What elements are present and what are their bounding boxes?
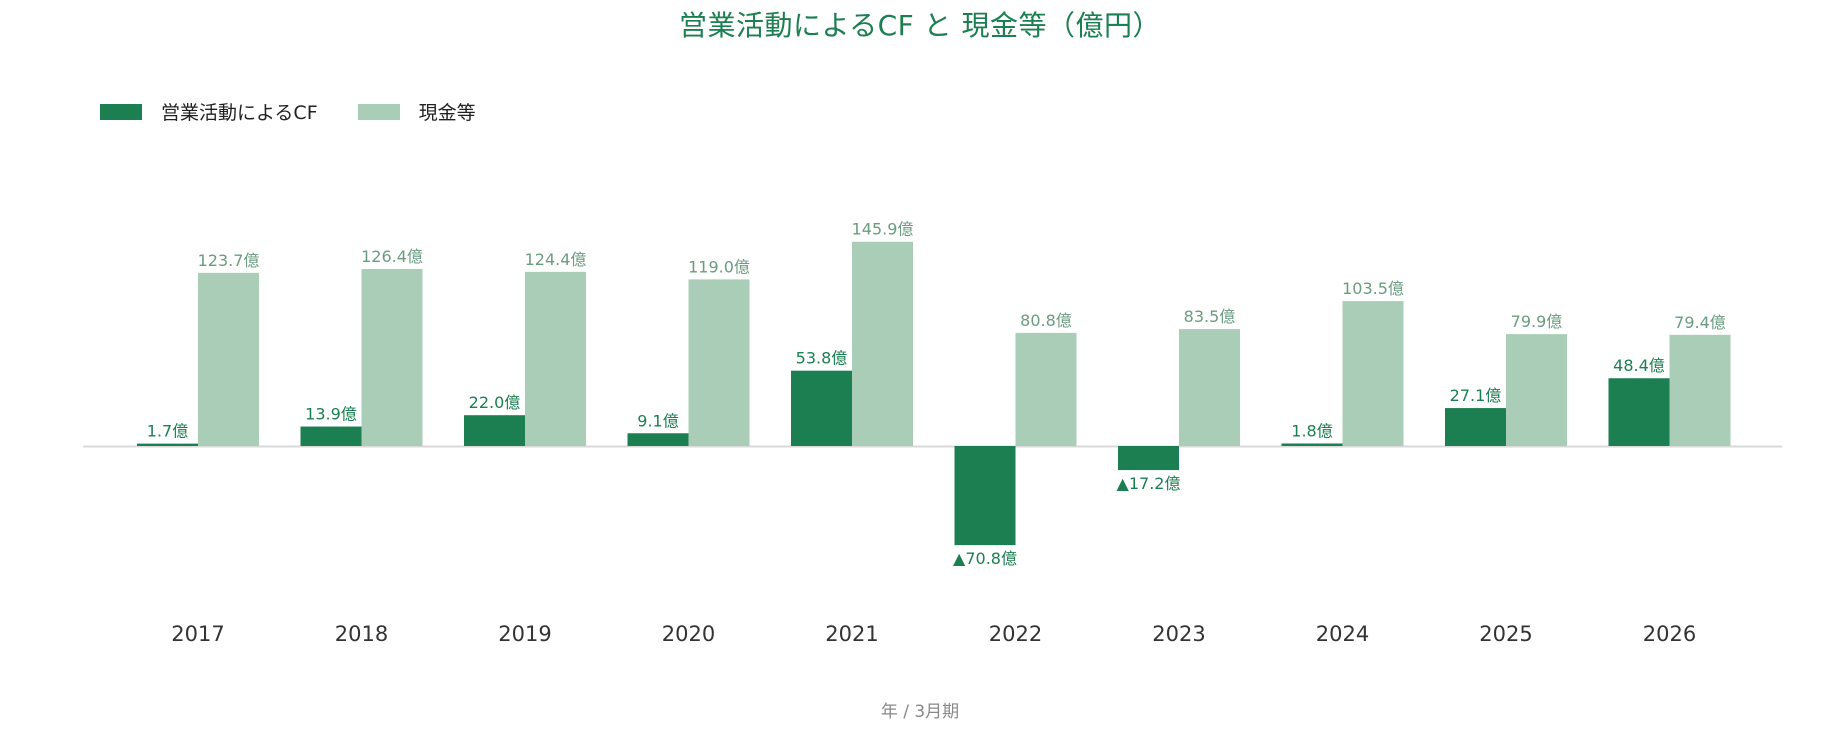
cash-bar-2020 (688, 279, 750, 446)
cash-value-label-2018: 126.4億 (361, 247, 423, 266)
cash-bar-2019 (525, 271, 586, 446)
x-tick-label-2018: 2018 (335, 622, 388, 646)
cash-value-label-2026: 79.4億 (1674, 313, 1726, 332)
cf-value-label-2017: 1.7億 (147, 422, 188, 441)
cf-bar-2019 (464, 415, 525, 446)
cash-bar-2017 (198, 272, 259, 446)
cf-value-label-2018: 13.9億 (305, 405, 357, 424)
cf-value-label-2023: ▲17.2億 (1117, 474, 1181, 493)
x-tick-label-2023: 2023 (1152, 622, 1205, 646)
x-tick-label-2019: 2019 (498, 622, 551, 646)
cash-value-label-2019: 124.4億 (525, 250, 587, 269)
legend: 営業活動によるCF 現金等 (100, 98, 516, 125)
cf-bar-2018 (300, 426, 362, 446)
cash-bar-2026 (1669, 334, 1731, 446)
cash-value-label-2022: 80.8億 (1020, 311, 1072, 330)
legend-label-cash: 現金等 (418, 102, 476, 124)
x-tick-label-2025: 2025 (1479, 622, 1532, 646)
cash-value-label-2017: 123.7億 (198, 251, 260, 270)
cash-bar-2021 (852, 241, 913, 446)
cf-bar-2017 (137, 443, 198, 446)
legend-swatch-cash (357, 103, 400, 120)
cf-bar-2026 (1608, 378, 1670, 446)
legend-swatch-cf (100, 103, 142, 120)
cash-bar-2025 (1506, 334, 1567, 446)
cash-bar-2024 (1342, 301, 1404, 446)
x-tick-label-2020: 2020 (662, 622, 715, 646)
x-tick-label-2024: 2024 (1316, 622, 1369, 646)
legend-item-cash[interactable]: 現金等 (357, 98, 476, 125)
cash-value-label-2020: 119.0億 (688, 257, 750, 276)
cash-bar-2023 (1179, 329, 1240, 446)
x-axis-label: 年 / 3月期 (880, 702, 960, 722)
cf-value-label-2019: 22.0億 (469, 393, 521, 412)
cf-value-label-2020: 9.1億 (637, 411, 678, 430)
x-tick-label-2022: 2022 (989, 622, 1042, 646)
cash-bar-2018 (361, 269, 423, 446)
x-tick-label-2026: 2026 (1643, 622, 1696, 646)
cf-value-label-2022: ▲70.8億 (953, 549, 1017, 568)
legend-item-cf[interactable]: 営業活動によるCF (100, 98, 318, 125)
cf-value-label-2024: 1.8億 (1291, 421, 1332, 440)
cash-value-label-2025: 79.9億 (1511, 312, 1563, 331)
cash-bar-2022 (1015, 332, 1077, 446)
x-tick-label-2017: 2017 (171, 622, 224, 646)
cf-bar-2023 (1118, 446, 1179, 471)
cash-value-label-2021: 145.9億 (852, 220, 914, 239)
legend-label-cf: 営業活動によるCF (161, 102, 318, 124)
cf-bar-2021 (791, 370, 852, 446)
cf-value-label-2026: 48.4億 (1613, 356, 1665, 375)
cf-bar-2024 (1281, 443, 1343, 446)
x-tick-label-2021: 2021 (825, 622, 878, 646)
cash-value-label-2023: 83.5億 (1184, 307, 1236, 326)
cf-bar-2025 (1445, 408, 1506, 446)
cash-value-label-2024: 103.5億 (1342, 279, 1404, 298)
cf-value-label-2025: 27.1億 (1450, 386, 1502, 405)
chart-title: 営業活動によるCF と 現金等（億円） (678, 9, 1162, 42)
cf-bar-2020 (627, 433, 689, 446)
cf-bar-2022 (954, 446, 1016, 546)
cf-value-label-2021: 53.8億 (796, 349, 848, 368)
